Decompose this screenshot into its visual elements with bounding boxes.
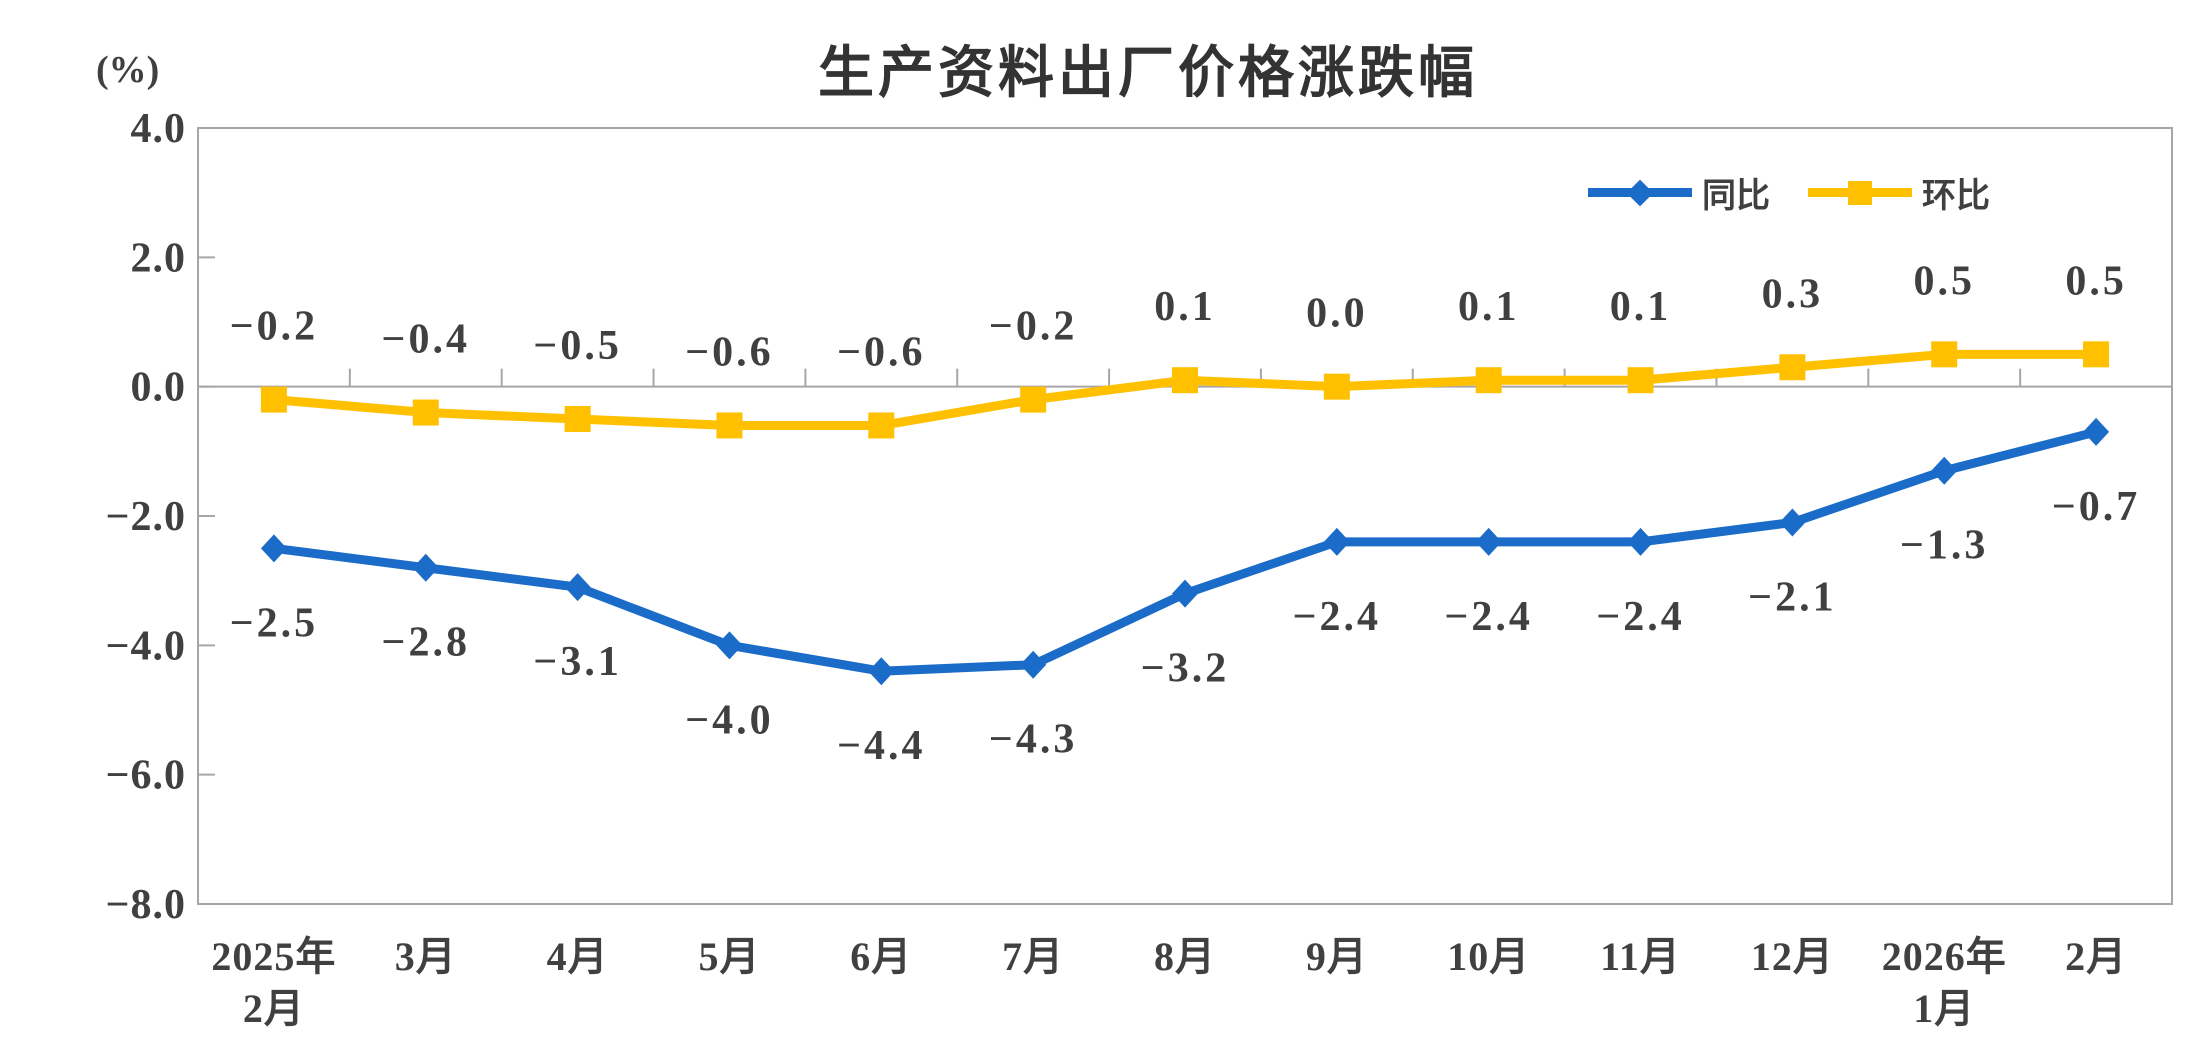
chart-title: 生产资料出厂价格涨跌幅 [818, 41, 1478, 106]
data-point-diamond [1020, 650, 1047, 679]
data-label: −0.7 [2052, 484, 2140, 530]
data-label: −0.4 [382, 317, 470, 363]
data-label: −0.6 [837, 329, 925, 375]
data-point-square [564, 406, 591, 432]
x-category-label: 2月 [2065, 934, 2127, 979]
x-category-label: 1月 [1913, 986, 1975, 1031]
data-label: 0.1 [1458, 284, 1520, 330]
data-point-diamond [1931, 456, 1958, 485]
square-marker-icon [1848, 180, 1872, 205]
x-category-label: 2月 [243, 986, 305, 1031]
x-category-label: 10月 [1447, 934, 1530, 979]
data-label: −0.2 [230, 304, 318, 350]
x-category-label: 6月 [850, 934, 912, 979]
data-point-diamond [412, 553, 439, 582]
data-point-diamond [716, 631, 743, 660]
y-tick-label: −8.0 [106, 882, 186, 928]
data-point-square [1172, 367, 1198, 394]
data-point-square [868, 412, 895, 439]
x-category-label: 9月 [1306, 934, 1368, 979]
legend-label-mom: 环比 [1922, 176, 1990, 216]
data-label: −4.0 [685, 697, 773, 743]
y-tick-label: −4.0 [106, 623, 186, 669]
data-label: −0.5 [533, 323, 621, 369]
x-category-label: 4月 [547, 934, 609, 979]
y-tick-label: −6.0 [106, 753, 186, 799]
x-category-label: 7月 [1002, 934, 1064, 979]
data-label: 0.3 [1762, 271, 1824, 317]
data-label: −2.8 [382, 620, 470, 666]
data-point-diamond [1779, 508, 1806, 537]
data-point-diamond [2083, 417, 2110, 446]
x-category-label: 3月 [395, 934, 457, 979]
data-point-diamond [1627, 527, 1654, 556]
data-label: −0.6 [685, 329, 773, 375]
plot-border [197, 127, 2173, 905]
data-point-square [1475, 367, 1502, 394]
data-point-square [1779, 354, 1806, 381]
data-label: −4.3 [989, 717, 1077, 763]
data-point-square [716, 412, 743, 439]
x-category-label: 11月 [1600, 934, 1681, 979]
data-label: −2.4 [1293, 594, 1381, 640]
y-tick-label: 0.0 [131, 365, 187, 411]
data-point-diamond [1323, 527, 1350, 556]
series-line-同比 [269, 427, 2101, 676]
data-label: 0.5 [2065, 258, 2127, 304]
x-category-label: 2025年 [211, 934, 336, 979]
data-label: −2.5 [230, 600, 318, 646]
data-point-square [1931, 341, 1958, 368]
data-label: −2.4 [1596, 594, 1684, 640]
data-label: −3.2 [1141, 646, 1229, 692]
legend-item-mom: 环比 [1808, 168, 1990, 217]
y-tick-label: −2.0 [106, 494, 186, 540]
data-label: 0.5 [1913, 258, 1975, 304]
data-point-diamond [260, 534, 287, 563]
data-point-square [1627, 367, 1654, 394]
data-point-square [260, 386, 287, 413]
x-category-label: 5月 [698, 934, 760, 979]
x-category-label: 8月 [1154, 934, 1216, 979]
data-label: −0.2 [989, 304, 1077, 350]
legend: 同比 环比 [1588, 168, 1990, 217]
y-tick-label: 4.0 [131, 106, 187, 152]
data-label: −1.3 [1900, 523, 1988, 569]
data-point-diamond [564, 573, 591, 602]
data-label: −3.1 [533, 639, 621, 685]
y-tick-label: 2.0 [131, 235, 187, 281]
data-label: −2.1 [1748, 574, 1836, 620]
data-label: 0.1 [1154, 284, 1216, 330]
data-point-square [2083, 341, 2110, 368]
data-point-square [1020, 386, 1047, 413]
yoy-line-sample [1588, 179, 1692, 206]
data-label: −4.4 [837, 723, 925, 769]
legend-item-yoy: 同比 [1588, 168, 1770, 217]
data-label: −2.4 [1444, 594, 1532, 640]
legend-label-yoy: 同比 [1702, 176, 1770, 216]
mom-line-sample [1808, 180, 1912, 205]
data-label: 0.0 [1306, 291, 1368, 337]
data-point-diamond [1172, 579, 1198, 608]
data-point-square [1323, 373, 1350, 400]
x-category-label: 2026年 [1882, 934, 2007, 979]
data-label: 0.1 [1610, 284, 1672, 330]
y-axis-unit-label: (%) [96, 49, 160, 91]
data-point-diamond [1475, 527, 1502, 556]
data-point-diamond [868, 657, 895, 686]
data-point-square [412, 399, 439, 426]
x-category-label: 12月 [1751, 934, 1834, 979]
